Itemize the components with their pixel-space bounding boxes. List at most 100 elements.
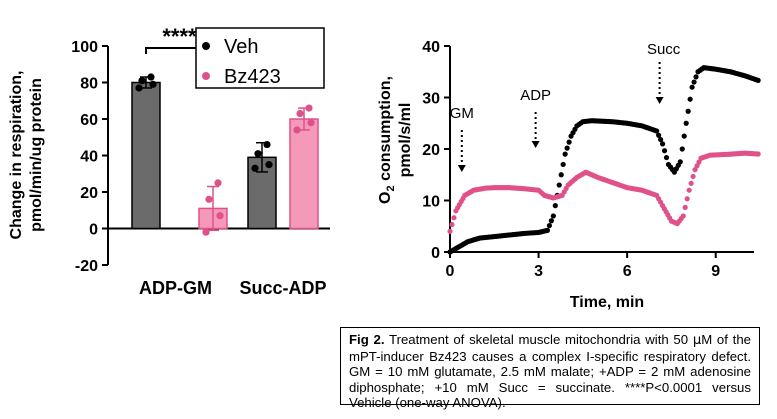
data-point — [135, 84, 143, 92]
bar-bz423 — [289, 118, 319, 230]
caption-text-1b: M of the mPT-inducer Bz423 causes — [349, 332, 751, 364]
data-point — [202, 228, 210, 236]
data-point — [138, 77, 146, 85]
legend-box — [195, 27, 325, 89]
bar-category-label: ADP-GM — [139, 278, 212, 298]
line-y-axis-label-line1: O2 consumption, — [377, 76, 397, 204]
trace-point — [447, 228, 453, 234]
trace-point — [687, 96, 693, 102]
trace-point — [681, 133, 687, 139]
figure-svg: Change in respiration, pmol/min/ug prote… — [8, 24, 761, 311]
trace-point — [566, 139, 572, 145]
trace-veh — [447, 65, 761, 255]
o2-label-o: O — [377, 192, 394, 204]
trace-point — [544, 227, 551, 233]
trace-point — [684, 196, 690, 202]
o2-label-sub: 2 — [385, 185, 397, 191]
bar-veh — [131, 81, 161, 230]
caption-text-1a: Treatment of skeletal muscle mitochondri… — [384, 332, 693, 347]
trace-point — [682, 204, 688, 210]
annotation-label: GM — [450, 105, 474, 122]
annotation-arrow-head — [457, 165, 466, 172]
trace-point — [548, 218, 554, 224]
bar-y-axis-label-line2: pmol/min/ug protein — [28, 78, 45, 232]
data-point — [265, 161, 273, 169]
trace-point — [656, 132, 662, 138]
line-x-tick-label: 9 — [711, 263, 720, 280]
trace-point — [564, 145, 570, 151]
trace-point — [686, 187, 692, 193]
trace-point — [558, 172, 564, 178]
bar-y-tick-label: 40 — [80, 149, 98, 166]
legend-marker-veh — [202, 42, 210, 50]
line-y-axis-label-line2: pmol/s/ml — [397, 103, 414, 178]
trace-point — [560, 161, 566, 168]
figure-caption: Fig 2. Treatment of skeletal muscle mito… — [340, 327, 760, 410]
bar-y-tick-label: 20 — [80, 185, 98, 202]
line-x-tick-label: 6 — [623, 263, 632, 280]
line-y-tick-label: 30 — [422, 91, 440, 108]
line-chart-panel: O2 consumption, pmol/s/ml Time, min 0 10 2… — [377, 39, 761, 311]
annotation-label: Succ — [647, 41, 681, 58]
line-y-tick-label: 0 — [431, 245, 440, 262]
legend-label-veh: Veh — [224, 36, 258, 58]
trace-point — [689, 84, 695, 90]
caption-text-rest: a complex I-specific respiratory defect.… — [349, 348, 751, 411]
trace-point — [654, 128, 660, 134]
legend-label-bz423: Bz423 — [224, 66, 281, 88]
annotation-arrow-head — [531, 141, 540, 148]
data-point — [305, 104, 313, 112]
line-x-tick-label: 3 — [534, 263, 543, 280]
trace-point — [663, 154, 670, 161]
line-y-tick-label: 20 — [422, 142, 440, 159]
trace-point — [688, 180, 694, 186]
line-x-tick-label: 0 — [446, 263, 455, 280]
trace-point — [690, 173, 696, 180]
line-y-tick-label: 40 — [422, 39, 440, 56]
trace-point — [659, 141, 666, 147]
annotation-arrow-head — [655, 97, 664, 104]
bar-plot-area: -20 0 20 40 60 80 100 ADP-GM Succ-ADP **** Veh Bz42… — [71, 24, 330, 298]
data-point — [254, 150, 262, 158]
trace-point — [691, 79, 697, 85]
data-point — [214, 179, 222, 187]
bar-y-tick-label: 0 — [89, 222, 98, 239]
trace-bz423 — [447, 150, 761, 234]
data-point — [216, 212, 224, 220]
trace-point — [755, 151, 761, 157]
caption-lead: Fig 2. — [349, 332, 385, 347]
line-y-tick-label: 10 — [422, 194, 440, 211]
bar-y-tick-label: 80 — [80, 76, 98, 93]
data-point — [205, 195, 213, 203]
legend-marker-bz423 — [202, 72, 210, 80]
bar-chart-panel: Change in respiration, pmol/min/ug prote… — [8, 24, 330, 298]
trace-point — [546, 222, 552, 229]
data-point — [307, 119, 315, 127]
bar-y-tick-label: 60 — [80, 112, 98, 129]
data-point — [147, 73, 155, 81]
data-point — [293, 126, 301, 134]
data-point — [149, 80, 157, 88]
trace-point — [562, 151, 568, 157]
bar-category-label: Succ-ADP — [239, 278, 326, 298]
annotation-label: ADP — [520, 87, 551, 104]
trace-point — [449, 221, 455, 228]
bar-legend: Veh Bz423 — [195, 27, 325, 89]
data-point — [251, 164, 259, 172]
caption-mu: μ — [692, 333, 702, 348]
trace-point — [755, 77, 761, 83]
bar-y-tick-label: -20 — [75, 258, 98, 275]
trace-point — [556, 182, 562, 188]
trace-point — [679, 146, 685, 152]
trace-point — [661, 148, 668, 154]
trace-point — [683, 120, 689, 126]
trace-point — [680, 213, 686, 219]
trace-point — [550, 213, 556, 219]
trace-point — [552, 203, 558, 209]
trace-point — [451, 215, 457, 221]
significance-label: **** — [162, 24, 197, 49]
data-point — [263, 140, 271, 149]
trace-point — [685, 108, 691, 114]
line-plot-area: 0 10 20 30 40 0 3 6 9 GM ADP Succ — [422, 39, 761, 280]
figure: Change in respiration, pmol/min/ug prote… — [8, 24, 761, 311]
